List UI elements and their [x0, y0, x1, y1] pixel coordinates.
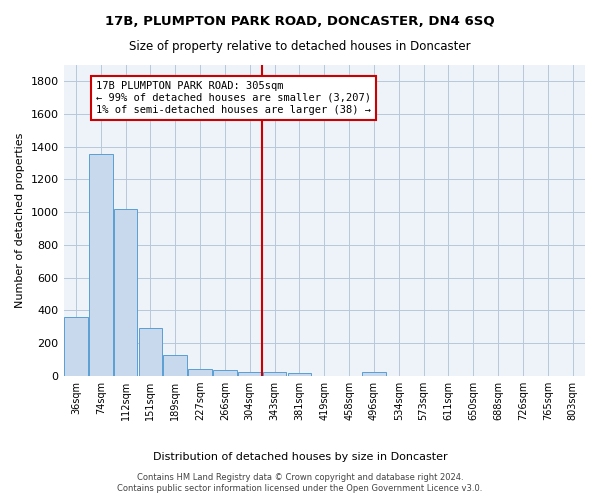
Text: 17B, PLUMPTON PARK ROAD, DONCASTER, DN4 6SQ: 17B, PLUMPTON PARK ROAD, DONCASTER, DN4 …: [105, 15, 495, 28]
Text: Contains HM Land Registry data © Crown copyright and database right 2024.: Contains HM Land Registry data © Crown c…: [137, 473, 463, 482]
Y-axis label: Number of detached properties: Number of detached properties: [15, 132, 25, 308]
Bar: [139, 328, 162, 376]
Text: Contains public sector information licensed under the Open Government Licence v3: Contains public sector information licen…: [118, 484, 482, 493]
Bar: [188, 369, 212, 376]
Bar: [287, 372, 311, 376]
Bar: [89, 154, 113, 376]
Bar: [114, 209, 137, 376]
Text: Distribution of detached houses by size in Doncaster: Distribution of detached houses by size …: [152, 452, 448, 462]
Bar: [213, 370, 237, 376]
Bar: [64, 317, 88, 376]
Bar: [263, 372, 286, 376]
Text: 17B PLUMPTON PARK ROAD: 305sqm
← 99% of detached houses are smaller (3,207)
1% o: 17B PLUMPTON PARK ROAD: 305sqm ← 99% of …: [96, 82, 371, 114]
Bar: [362, 372, 386, 376]
Bar: [238, 372, 262, 376]
Text: Size of property relative to detached houses in Doncaster: Size of property relative to detached ho…: [129, 40, 471, 53]
Bar: [163, 355, 187, 376]
